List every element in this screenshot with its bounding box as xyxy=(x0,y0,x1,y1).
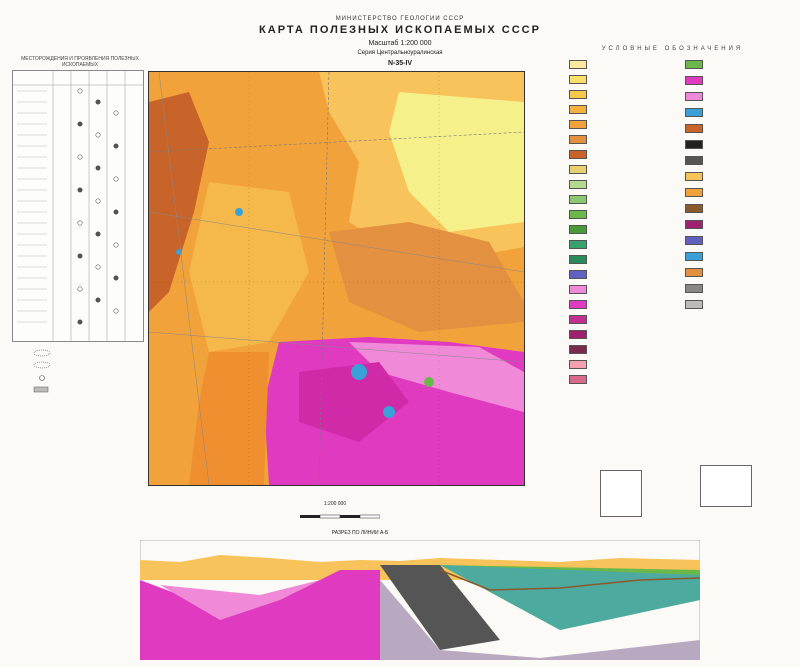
legend-swatch xyxy=(569,195,587,204)
deposit-symbol xyxy=(95,297,101,303)
map-scale: Масштаб 1:200 000 xyxy=(368,40,432,47)
legend-swatch xyxy=(569,345,587,354)
map-title: КАРТА ПОЛЕЗНЫХ ИСКОПАЕМЫХ СССР xyxy=(259,24,541,36)
deposit-symbol xyxy=(77,88,83,94)
legend-swatch xyxy=(685,268,703,277)
legend-swatch xyxy=(569,330,587,339)
symbol-legend xyxy=(30,345,140,410)
legend-swatch xyxy=(685,252,703,261)
legend-swatch xyxy=(569,90,587,99)
legend-swatch xyxy=(685,284,703,293)
legend-swatch xyxy=(685,60,703,69)
legend-swatch xyxy=(685,92,703,101)
legend-swatch xyxy=(569,75,587,84)
deposit-symbol xyxy=(77,220,83,226)
deposit-symbol xyxy=(113,308,119,314)
legend-swatch xyxy=(569,135,587,144)
deposit-symbol xyxy=(77,253,83,259)
legend-swatch xyxy=(685,140,703,149)
deposits-table xyxy=(12,70,144,342)
deposit-symbol xyxy=(77,154,83,160)
legend-swatch xyxy=(569,105,587,114)
geologic-map[interactable] xyxy=(148,71,525,486)
legend-swatch xyxy=(685,236,703,245)
scale-bar-label: 1:200 000 xyxy=(323,501,347,507)
legend-swatch xyxy=(569,375,587,384)
legend-swatch xyxy=(569,300,587,309)
deposit-symbol xyxy=(113,110,119,116)
legend-swatch xyxy=(569,315,587,324)
legend-swatch xyxy=(685,300,703,309)
deposits-table-title: МЕСТОРОЖДЕНИЯ И ПРОЯВЛЕНИЯ ПОЛЕЗНЫХ ИСКО… xyxy=(21,56,139,68)
sheet-number: N-35-IV xyxy=(387,60,413,67)
legend-swatch xyxy=(569,255,587,264)
legend-swatch xyxy=(569,120,587,129)
legend-swatch xyxy=(569,240,587,249)
legend-swatch xyxy=(569,165,587,174)
deposit-symbol xyxy=(95,198,101,204)
legend-swatch xyxy=(685,108,703,117)
legend-swatch xyxy=(569,225,587,234)
deposit-symbol xyxy=(113,176,119,182)
legend-swatch xyxy=(569,285,587,294)
deposit-symbol xyxy=(113,209,119,215)
legend-swatch xyxy=(569,180,587,189)
ministry-heading: МИНИСТЕРСТВО ГЕОЛОГИИ СССР xyxy=(335,16,465,22)
legend-swatch xyxy=(569,150,587,159)
section-title: РАЗРЕЗ ПО ЛИНИИ А-Б xyxy=(331,530,389,536)
deposit-symbol xyxy=(95,231,101,237)
legend-swatch xyxy=(685,172,703,181)
legend-swatch xyxy=(569,210,587,219)
deposit-symbol xyxy=(95,132,101,138)
deposit-symbol xyxy=(95,264,101,270)
deposit-symbol xyxy=(95,99,101,105)
legend-swatch xyxy=(569,270,587,279)
deposit-symbol xyxy=(95,165,101,171)
deposit-symbol xyxy=(77,319,83,325)
legend-swatch xyxy=(569,60,587,69)
deposits-table-grid xyxy=(13,71,143,341)
deposit-symbol xyxy=(113,275,119,281)
deposit-symbol xyxy=(77,187,83,193)
legend-swatch xyxy=(685,204,703,213)
legend-swatch xyxy=(685,76,703,85)
scale-bar xyxy=(300,508,381,526)
legend-panel xyxy=(545,60,795,480)
deposit-symbol xyxy=(77,121,83,127)
deposit-symbol xyxy=(77,286,83,292)
legend-swatch xyxy=(685,124,703,133)
deposit-symbol xyxy=(113,143,119,149)
deposit-symbol xyxy=(113,242,119,248)
legend-swatch xyxy=(685,220,703,229)
material-index-map xyxy=(700,465,752,507)
legend-swatch xyxy=(569,360,587,369)
legend-swatch xyxy=(685,188,703,197)
legend-swatch xyxy=(685,156,703,165)
map-series: Серия Центральноуралинская xyxy=(357,50,443,56)
sheet-index-map xyxy=(600,470,642,517)
cross-section xyxy=(139,539,701,665)
map-canvas xyxy=(148,71,525,486)
legend-title: УСЛОВНЫЕ ОБОЗНАЧЕНИЯ xyxy=(601,46,744,52)
